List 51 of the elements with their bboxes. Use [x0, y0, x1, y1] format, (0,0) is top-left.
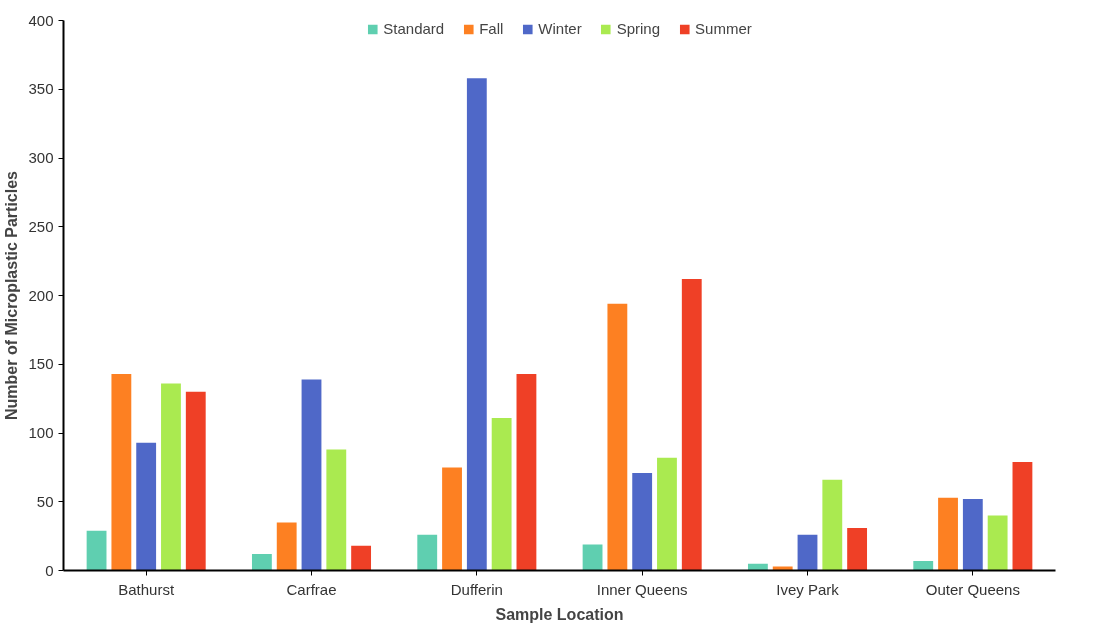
bar	[417, 534, 438, 571]
y-tick-label: 150	[28, 355, 54, 373]
x-tick-label: Carfrae	[286, 580, 337, 598]
bar	[632, 472, 653, 571]
bar	[276, 522, 297, 571]
legend-label: Summer	[695, 20, 752, 37]
legend-label: Standard	[383, 20, 445, 37]
bar	[86, 530, 107, 571]
legend-label: Spring	[616, 20, 661, 37]
bar	[491, 417, 512, 571]
bar	[326, 449, 347, 571]
y-tick-label: 100	[28, 424, 54, 441]
bar	[607, 303, 628, 571]
y-tick-label: 350	[28, 80, 54, 98]
x-axis-title: Sample Location	[495, 605, 624, 623]
y-tick-label: 0	[45, 561, 54, 579]
bar	[301, 379, 322, 571]
y-tick-label: 300	[28, 149, 54, 166]
x-tick-label: Ivey Park	[776, 580, 840, 598]
bar	[251, 554, 272, 571]
x-tick-label: Inner Queens	[596, 580, 688, 598]
bar	[681, 279, 702, 571]
bar	[822, 479, 843, 571]
bar	[913, 560, 934, 571]
x-tick-label: Dufferin	[450, 580, 503, 598]
bar	[351, 545, 372, 571]
y-tick-label: 200	[28, 286, 54, 304]
legend-label: Winter	[538, 20, 582, 37]
bar	[987, 515, 1008, 571]
y-tick-label: 250	[28, 217, 54, 235]
bar	[111, 373, 132, 571]
y-axis-title: Number of Microplastic Particles	[3, 170, 21, 420]
bar	[847, 527, 868, 571]
x-tick-label: Outer Queens	[925, 580, 1020, 598]
bar	[1012, 461, 1033, 571]
x-tick-label: Bathurst	[118, 580, 175, 598]
bar	[938, 497, 958, 571]
bar	[161, 383, 181, 571]
bar	[962, 499, 983, 571]
bar	[185, 391, 206, 571]
bar	[516, 373, 537, 571]
bar	[582, 544, 603, 571]
y-tick-label: 50	[36, 492, 54, 510]
bar	[772, 566, 793, 571]
bar	[657, 457, 677, 571]
bar	[466, 78, 487, 571]
bar	[442, 467, 462, 571]
bar	[797, 534, 818, 571]
y-tick-label: 400	[28, 11, 54, 29]
bar	[136, 442, 157, 571]
legend-label: Fall	[479, 20, 504, 37]
